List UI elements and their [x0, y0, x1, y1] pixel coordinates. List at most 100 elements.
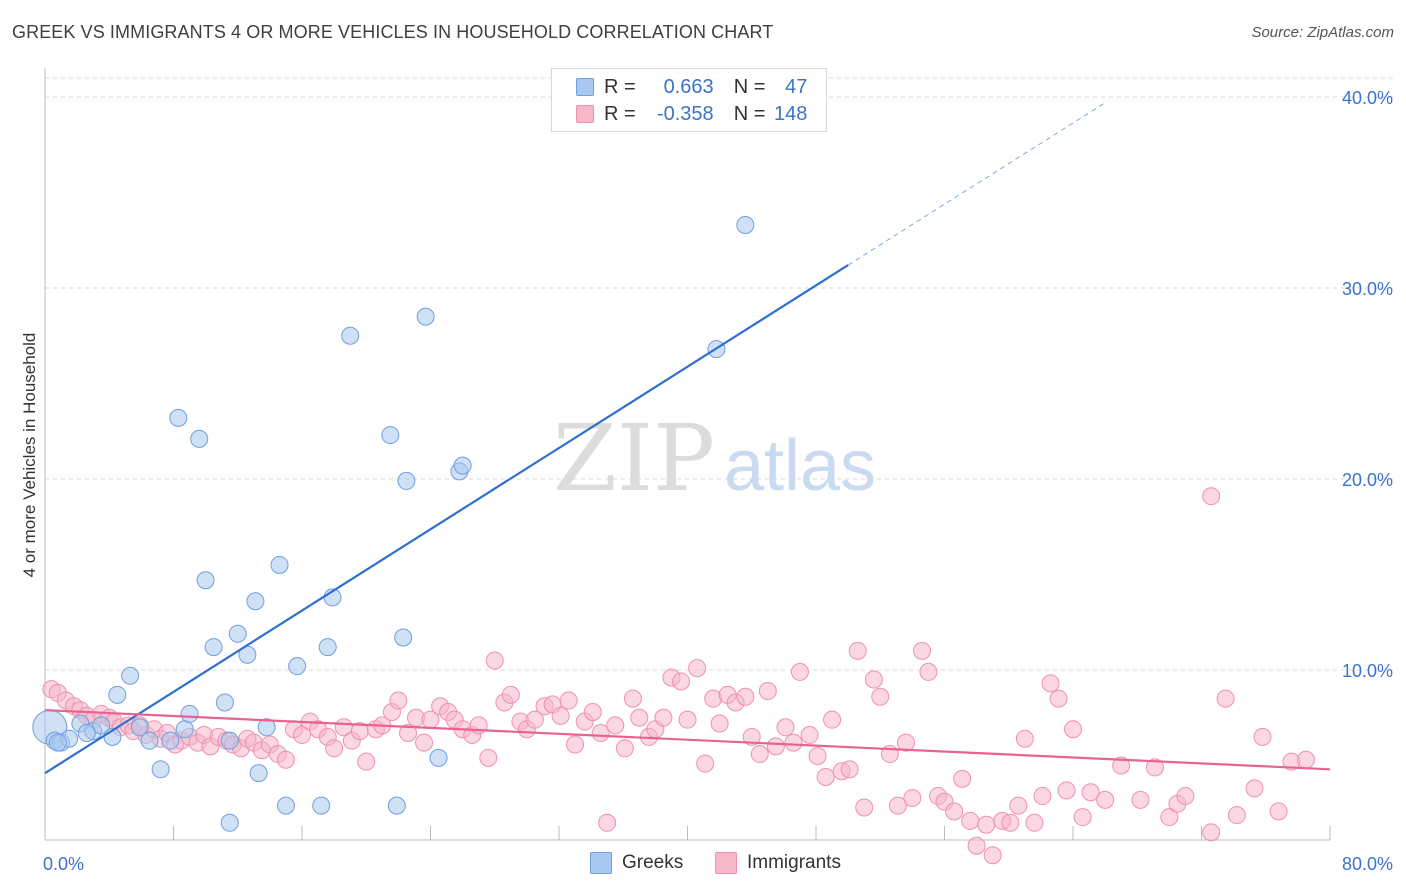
watermark-atlas: atlas [724, 426, 876, 506]
n-value: 47 [785, 75, 808, 98]
greeks-point [215, 693, 234, 712]
immigrants-point [1202, 823, 1221, 842]
immigrants-point [710, 714, 729, 733]
greeks-point [108, 685, 127, 704]
immigrants-point [888, 796, 907, 815]
immigrants-point [415, 733, 434, 752]
legend-label-greeks: Greeks [622, 852, 684, 873]
watermark: ZIP atlas [553, 405, 876, 512]
immigrants-point [696, 754, 715, 773]
immigrants-point [1041, 674, 1060, 693]
immigrants-point [1009, 796, 1028, 815]
x-tick-label: 0.0% [43, 854, 84, 874]
immigrants-point [977, 815, 996, 834]
legend-label-immigrants: Immigrants [747, 852, 841, 873]
immigrants-point [583, 703, 602, 722]
r-label: R = [604, 102, 636, 125]
x-tick-label: 80.0% [1342, 854, 1393, 874]
greeks-point [169, 408, 188, 427]
greeks-point [381, 426, 400, 445]
greeks-point [429, 748, 448, 767]
immigrants-point [742, 727, 761, 746]
immigrants-point [1227, 806, 1246, 825]
y-tick-label: 20.0% [1342, 470, 1393, 490]
greeks-point [161, 731, 180, 750]
immigrants-point [630, 708, 649, 727]
immigrants-point [606, 716, 625, 735]
immigrants-point [357, 752, 376, 771]
immigrants-point [1096, 790, 1115, 809]
immigrants-point [559, 691, 578, 710]
greeks-point [140, 731, 159, 750]
axes [44, 68, 1331, 841]
immigrants-point [823, 710, 842, 729]
immigrants-point [784, 733, 803, 752]
immigrants-point [816, 767, 835, 786]
greeks-point [249, 764, 268, 783]
immigrants-point [1160, 808, 1179, 827]
immigrants-point [276, 750, 295, 769]
immigrants-point [501, 685, 520, 704]
immigrants-point [615, 739, 634, 758]
y-tick-label: 30.0% [1342, 279, 1393, 299]
correlation-legend: R = 0.663 N = 47 R = -0.358 N = 148 [551, 68, 827, 132]
immigrants-point [913, 641, 932, 660]
immigrants-point [1001, 813, 1020, 832]
immigrants-point [945, 802, 964, 821]
immigrants-point [525, 710, 544, 729]
r-value: -0.358 [656, 102, 714, 125]
immigrants-point [903, 788, 922, 807]
source-label: Source: ZipAtlas.com [1251, 24, 1394, 41]
greeks-point [270, 555, 289, 574]
immigrants-point [758, 682, 777, 701]
greeks-point [312, 796, 331, 815]
immigrants-point [1253, 727, 1272, 746]
immigrants-point [1049, 689, 1068, 708]
immigrants-point [591, 724, 610, 743]
immigrants-point [848, 641, 867, 660]
immigrants-point [967, 836, 986, 855]
greeks-trend-extension [847, 102, 1106, 266]
immigrants-point [389, 691, 408, 710]
immigrants-point [1073, 808, 1092, 827]
immigrants-point [840, 760, 859, 779]
n-value: 148 [774, 102, 808, 125]
grid-lines [45, 77, 1395, 671]
greeks-point [190, 429, 209, 448]
r-value: 0.663 [663, 75, 714, 98]
n-label: N = [733, 75, 766, 98]
immigrants-point [293, 725, 311, 744]
greeks-point [77, 724, 96, 743]
greeks-trend-line [44, 264, 849, 775]
immigrants-point [678, 710, 697, 729]
greeks-point [736, 215, 755, 234]
immigrants-point [1015, 729, 1034, 748]
immigrants-point [1245, 779, 1264, 798]
immigrants-point [736, 687, 755, 706]
greeks-point [196, 571, 215, 590]
greeks-point [397, 471, 416, 490]
greeks-point [220, 813, 239, 832]
greeks-point [341, 326, 360, 345]
immigrants-point [1269, 802, 1288, 821]
immigrants-point [1025, 813, 1044, 832]
greeks-point [318, 638, 337, 657]
immigrants-point [1202, 487, 1221, 506]
y-tick-label: 10.0% [1342, 661, 1393, 681]
greeks-point [92, 716, 111, 735]
legend-item-greeks: Greeks [590, 852, 683, 874]
legend-item-immigrants: Immigrants [715, 852, 841, 874]
immigrants-point [953, 769, 972, 788]
immigrants-point [1064, 720, 1082, 739]
greeks-point [130, 718, 149, 737]
greeks-swatch [576, 78, 594, 96]
greeks-point [48, 733, 67, 752]
tick-labels: 10.0% 20.0% 30.0% 40.0% 0.0% 80.0% [43, 88, 1393, 874]
immigrants-point [1112, 756, 1131, 775]
chart-title: GREEK VS IMMIGRANTS 4 OR MORE VEHICLES I… [12, 22, 774, 42]
immigrants-point [1057, 781, 1076, 800]
immigrants-point [688, 659, 707, 678]
greeks-point [228, 624, 247, 643]
immigrants-swatch [576, 105, 594, 123]
